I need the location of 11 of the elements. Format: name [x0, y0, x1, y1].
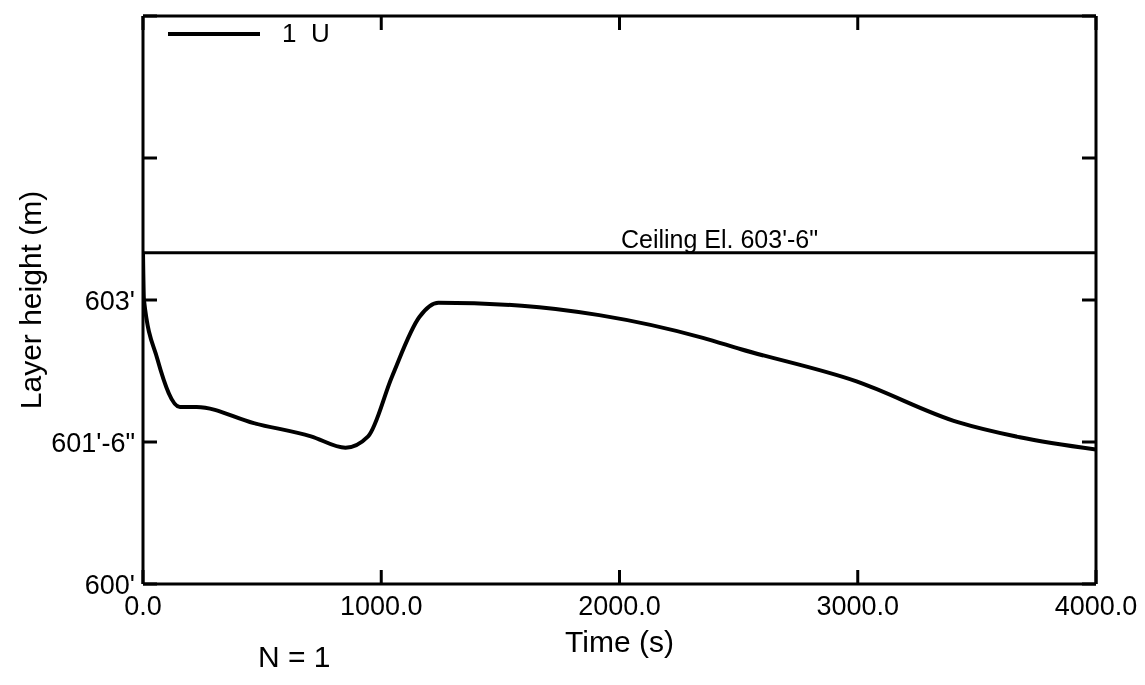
y-tick-label: 601'-6" — [51, 427, 135, 458]
y-tick-label: 603' — [84, 285, 135, 316]
x-tick-label: 3000.0 — [816, 591, 900, 622]
x-tick-label: 4000.0 — [1054, 591, 1138, 622]
y-axis-title: Layer height (m) — [13, 190, 47, 410]
legend-label: 1 U — [282, 18, 330, 49]
x-tick-label: 1000.0 — [339, 591, 423, 622]
x-axis-title: Time (s) — [565, 625, 674, 658]
ref-line-label: Ceiling El. 603'-6" — [620, 224, 819, 253]
text: N = 1 — [258, 640, 331, 674]
x-tick-label: 2000.0 — [578, 591, 661, 622]
